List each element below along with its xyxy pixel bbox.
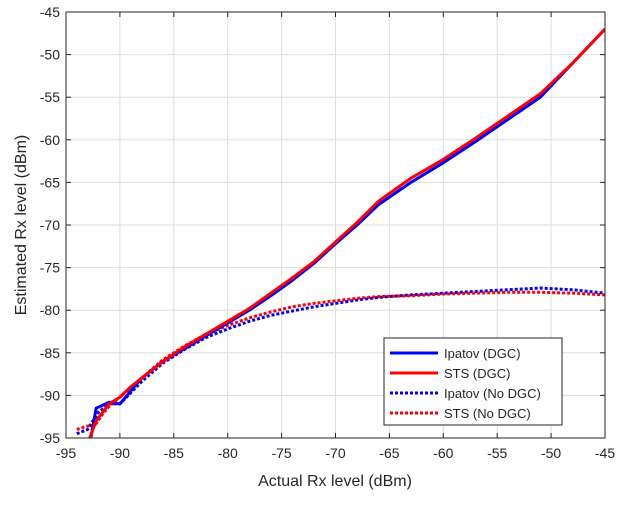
y-axis-title: Estimated Rx level (dBm) <box>13 135 30 316</box>
legend-label: STS (DGC) <box>444 366 510 381</box>
x-tick-label: -50 <box>541 445 561 461</box>
y-tick-label: -50 <box>40 47 60 63</box>
legend-label: Ipatov (No DGC) <box>444 386 541 401</box>
y-tick-label: -95 <box>40 430 60 446</box>
series-line-sts-dgc <box>88 28 605 438</box>
x-tick-label: -80 <box>218 445 238 461</box>
legend-label: STS (No DGC) <box>444 406 531 421</box>
x-axis-title: Actual Rx level (dBm) <box>258 473 412 490</box>
legend-label: Ipatov (DGC) <box>444 346 521 361</box>
x-tick-labels: -95 -90 -85 -80 -75 -70 -65 -60 -55 -50 -45 <box>56 445 615 461</box>
x-tick-label: -60 <box>433 445 453 461</box>
y-tick-label: -80 <box>40 302 60 318</box>
series-line-ipatov-dgc <box>89 28 605 438</box>
y-tick-label: -90 <box>40 387 60 403</box>
series-line-ipatov-no-dgc <box>76 286 605 436</box>
y-tick-label: -45 <box>40 4 60 20</box>
y-tick-label: -85 <box>40 345 60 361</box>
x-tick-label: -90 <box>110 445 130 461</box>
x-tick-label: -65 <box>379 445 399 461</box>
series-layer <box>76 28 605 438</box>
y-tick-label: -65 <box>40 174 60 190</box>
x-tick-label: -75 <box>271 445 291 461</box>
x-tick-label: -70 <box>325 445 345 461</box>
x-tick-label: -55 <box>487 445 507 461</box>
x-tick-label: -85 <box>164 445 184 461</box>
tick-marks <box>65 11 606 439</box>
legend: Ipatov (DGC) STS (DGC) Ipatov (No DGC) STS … <box>383 337 563 426</box>
x-tick-label: -45 <box>595 445 615 461</box>
series-line-sts-no-dgc <box>76 290 605 431</box>
y-tick-labels: -95 -90 -85 -80 -75 -70 -65 -60 -55 -50 -45 <box>40 4 60 446</box>
y-tick-label: -60 <box>40 132 60 148</box>
y-tick-label: -55 <box>40 89 60 105</box>
y-tick-label: -75 <box>40 260 60 276</box>
x-tick-label: -95 <box>56 445 76 461</box>
y-tick-label: -70 <box>40 217 60 233</box>
